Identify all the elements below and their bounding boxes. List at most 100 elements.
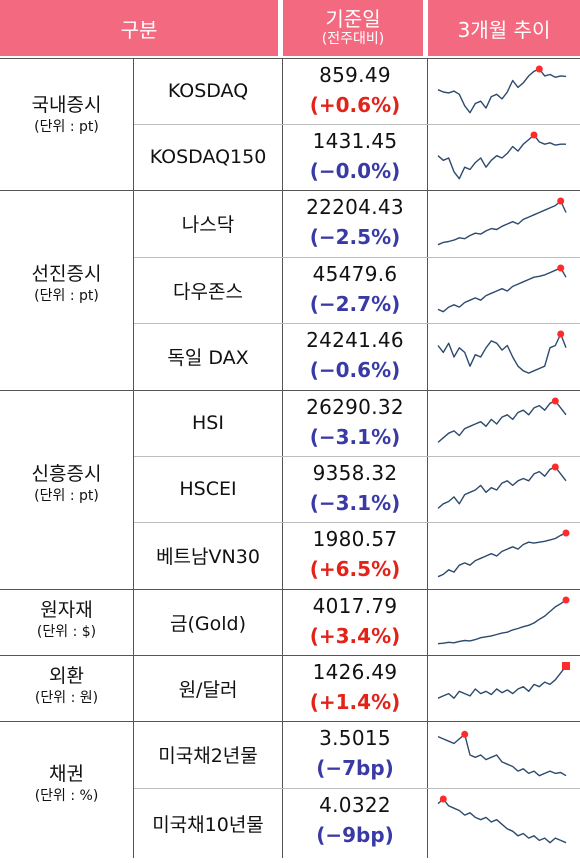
group-name: 외환 <box>49 665 84 687</box>
sparkline-path <box>437 333 567 374</box>
sparkline-path <box>437 665 567 699</box>
sparkline-path <box>437 68 567 114</box>
instrument-change: (−0.0%) <box>309 159 401 183</box>
header-category-label: 구분 <box>120 17 158 42</box>
sparkline-path <box>437 200 567 246</box>
grid-line <box>133 58 134 858</box>
group-name: 원자재 <box>40 599 93 621</box>
sparkline-hscei <box>437 463 567 509</box>
group-name: 신흥증시 <box>31 463 102 485</box>
group-separator <box>0 589 580 590</box>
sparkline-path <box>437 532 567 578</box>
instrument-change: (+6.5%) <box>309 557 401 581</box>
row-separator <box>134 522 580 523</box>
instrument-name: KOSDAQ <box>167 80 249 102</box>
sparkline-ust-10y <box>437 795 567 844</box>
sparkline-max-marker <box>557 197 565 205</box>
instrument-value: 9358.32 <box>312 461 398 485</box>
group-unit: (단위 : %) <box>34 788 99 804</box>
instrument-value: 4017.79 <box>312 594 398 618</box>
sparkline-path <box>437 599 567 645</box>
sparkline-usdkrw <box>437 662 570 699</box>
row-separator <box>134 456 580 457</box>
instrument-change: (+1.4%) <box>309 690 401 714</box>
sparkline-hsi <box>437 397 567 443</box>
instrument-value: 3.5015 <box>319 726 391 750</box>
instrument-value: 1431.45 <box>312 129 398 153</box>
group-separator <box>0 190 580 191</box>
instrument-name: 미국채10년물 <box>152 813 264 836</box>
instrument-value-cell: 3.5015 (−7bp) <box>283 723 427 783</box>
table-header: 구분 기준일 (전주대비) 3개월 추이 <box>0 0 580 58</box>
instrument-value-cell: 4017.79 (+3.4%) <box>283 591 427 651</box>
group-domestic-stocks: 국내증시 (단위 : pt) <box>0 93 133 137</box>
instrument-change: (−2.5%) <box>309 225 401 249</box>
group-developed-stocks: 선진증시 (단위 : pt) <box>0 262 133 306</box>
instrument-name: KOSDAQ150 <box>149 146 267 168</box>
instrument-name: 금(Gold) <box>170 612 246 635</box>
instrument-value-cell: 22204.43 (−2.5%) <box>283 192 427 252</box>
instrument-name: HSCEI <box>179 478 237 500</box>
sparkline-path <box>437 798 567 844</box>
sparkline-max-marker <box>461 730 469 738</box>
instrument-value-cell: 1431.45 (−0.0%) <box>283 126 427 186</box>
header-trend-label: 3개월 추이 <box>457 17 551 42</box>
instrument-value-cell: 4.0322 (−9bp) <box>283 790 427 850</box>
instrument-value: 4.0322 <box>319 793 391 817</box>
grid-line <box>427 58 428 858</box>
sparkline-max-marker <box>562 596 570 604</box>
sparkline-max-marker <box>551 397 559 405</box>
group-separator <box>0 390 580 391</box>
grid-line <box>282 58 283 858</box>
sparkline-max-marker <box>439 795 447 803</box>
group-emerging-stocks: 신흥증시 (단위 : pt) <box>0 462 133 506</box>
instrument-value: 22204.43 <box>306 195 404 219</box>
instrument-change: (−7bp) <box>316 756 394 780</box>
instrument-name: HSI <box>192 412 224 434</box>
instrument-value: 26290.32 <box>306 395 404 419</box>
group-unit: (단위 : pt) <box>34 119 99 135</box>
header-trend: 3개월 추이 <box>428 0 580 56</box>
instrument-value-cell: 45479.6 (−2.7%) <box>283 259 427 319</box>
instrument-value: 859.49 <box>319 63 391 87</box>
sparkline-path <box>437 733 567 777</box>
instrument-value: 45479.6 <box>312 262 398 286</box>
instrument-value-cell: 9358.32 (−3.1%) <box>283 458 427 518</box>
group-fx: 외환 (단위 : 원) <box>0 664 133 708</box>
sparkline-max-marker <box>535 65 543 73</box>
sparkline-max-marker <box>557 330 565 338</box>
row-separator <box>134 323 580 324</box>
sparkline-vn30 <box>437 529 570 578</box>
header-value-title: 기준일 <box>325 7 381 31</box>
group-unit: (단위 : 원) <box>34 690 99 706</box>
group-separator <box>0 655 580 656</box>
instrument-name: 베트남VN30 <box>156 546 260 568</box>
row-separator <box>134 788 580 789</box>
instrument-change: (−0.6%) <box>309 358 401 382</box>
sparkline-dow-jones <box>437 264 567 313</box>
group-unit: (단위 : pt) <box>34 288 99 304</box>
instrument-change: (−9bp) <box>316 823 394 847</box>
sparkline-kosdaq150 <box>437 131 566 180</box>
group-unit: (단위 : pt) <box>34 488 99 504</box>
instrument-name: 원/달러 <box>178 678 238 701</box>
instrument-name: 다우존스 <box>173 280 243 303</box>
group-commodities: 원자재 (단위 : $) <box>0 598 133 642</box>
sparkline-path <box>437 400 567 443</box>
instrument-value-cell: 26290.32 (−3.1%) <box>283 392 427 452</box>
header-value-sub: (전주대비) <box>321 31 385 47</box>
sparkline-gold <box>437 596 570 645</box>
instrument-value-cell: 1980.57 (+6.5%) <box>283 524 427 584</box>
sparkline-path <box>437 466 567 509</box>
group-separator <box>0 58 580 59</box>
header-value: 기준일 (전주대비) <box>283 0 423 56</box>
instrument-value: 1980.57 <box>312 527 398 551</box>
instrument-change: (−3.1%) <box>309 425 401 449</box>
sparkline-max-marker <box>562 662 570 670</box>
instrument-change: (−2.7%) <box>309 292 401 316</box>
instrument-change: (+3.4%) <box>309 624 401 648</box>
instrument-name: 독일 DAX <box>167 347 249 369</box>
instrument-value-cell: 1426.49 (+1.4%) <box>283 657 427 717</box>
group-separator <box>0 721 580 722</box>
sparkline-max-marker <box>551 463 559 471</box>
